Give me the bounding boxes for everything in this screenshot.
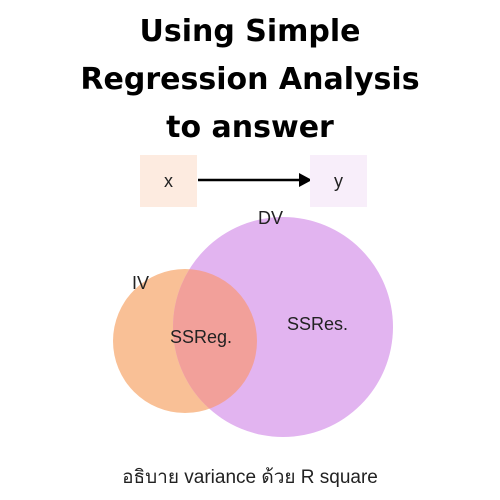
arrow-head-icon (299, 173, 312, 187)
title-line-3: to answer (166, 110, 334, 145)
box-y-label: y (334, 170, 343, 191)
page-title: Using Simple Regression Analysis to answ… (0, 8, 500, 152)
title-line-2: Regression Analysis (80, 62, 420, 97)
ssres-label: SSRes. (287, 314, 349, 334)
caption: อธิบาย variance ด้วย R square (122, 467, 378, 488)
iv-label: IV (132, 273, 150, 293)
box-y: y (310, 155, 367, 207)
box-x-label: x (164, 170, 173, 191)
box-x: x (140, 155, 197, 207)
ssreg-label: SSReg. (170, 327, 233, 347)
dv-label: DV (258, 208, 284, 228)
title-line-1: Using Simple (139, 14, 361, 49)
